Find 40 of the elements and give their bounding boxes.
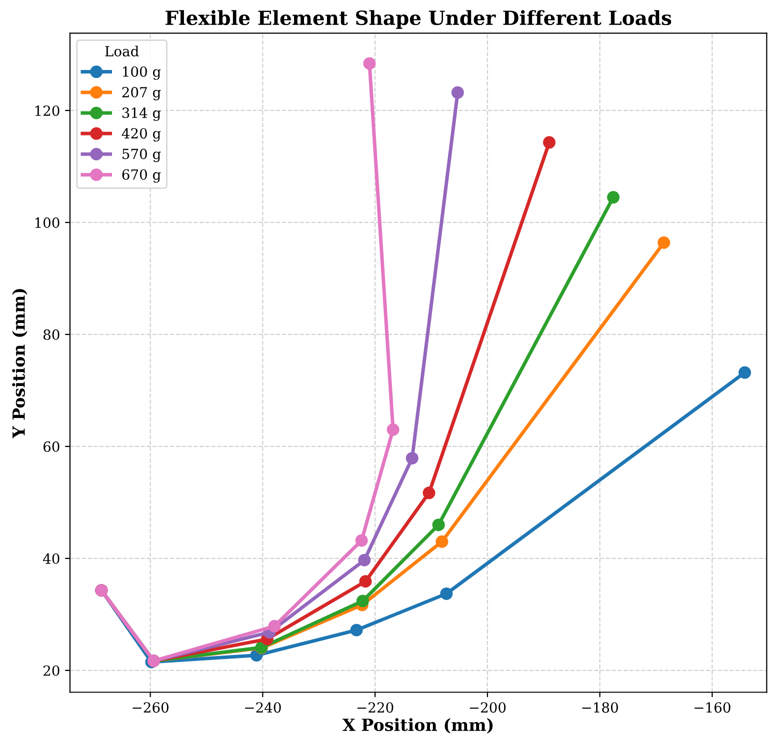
x-axis-title: X Position (mm) xyxy=(342,718,493,734)
point xyxy=(406,452,418,464)
y-axis-title: Y Position (mm) xyxy=(12,288,28,438)
point xyxy=(359,575,372,588)
point xyxy=(607,191,620,204)
y-tick-label: 80 xyxy=(44,329,60,340)
point xyxy=(432,518,445,532)
point xyxy=(422,486,436,500)
x-tick-label: −200 xyxy=(470,702,506,713)
x-tick-label: −220 xyxy=(357,702,394,713)
legend-title: Load xyxy=(105,46,139,56)
point xyxy=(436,535,448,548)
y-tick-label: 20 xyxy=(44,665,60,676)
x-tick-label: −240 xyxy=(245,702,281,713)
chart-title: Flexible Element Shape Under Different Loads xyxy=(166,10,672,29)
point xyxy=(356,594,369,608)
point xyxy=(358,554,371,566)
point xyxy=(355,534,368,547)
legend-label: 207 g xyxy=(122,86,161,100)
point xyxy=(738,366,752,379)
point xyxy=(350,624,363,636)
y-tick-label: 40 xyxy=(43,553,60,564)
legend-label: 420 g xyxy=(122,128,161,142)
point xyxy=(451,86,464,99)
point xyxy=(363,57,376,70)
legend-label: 100 g xyxy=(123,66,161,80)
y-tick-label: 120 xyxy=(35,105,60,116)
point xyxy=(386,423,400,436)
point xyxy=(440,587,453,600)
point xyxy=(268,620,281,632)
legend-label: 670 g xyxy=(122,169,161,183)
x-tick-label: −160 xyxy=(694,702,730,713)
point xyxy=(658,236,670,249)
x-tick-label: −260 xyxy=(132,702,168,713)
legend-label: 570 g xyxy=(122,148,161,162)
y-tick-label: 100 xyxy=(35,217,60,228)
y-tick-label: 60 xyxy=(44,441,60,452)
x-tick-label: −180 xyxy=(582,702,618,713)
legend-label: 314 g xyxy=(122,108,161,121)
point xyxy=(543,136,556,149)
